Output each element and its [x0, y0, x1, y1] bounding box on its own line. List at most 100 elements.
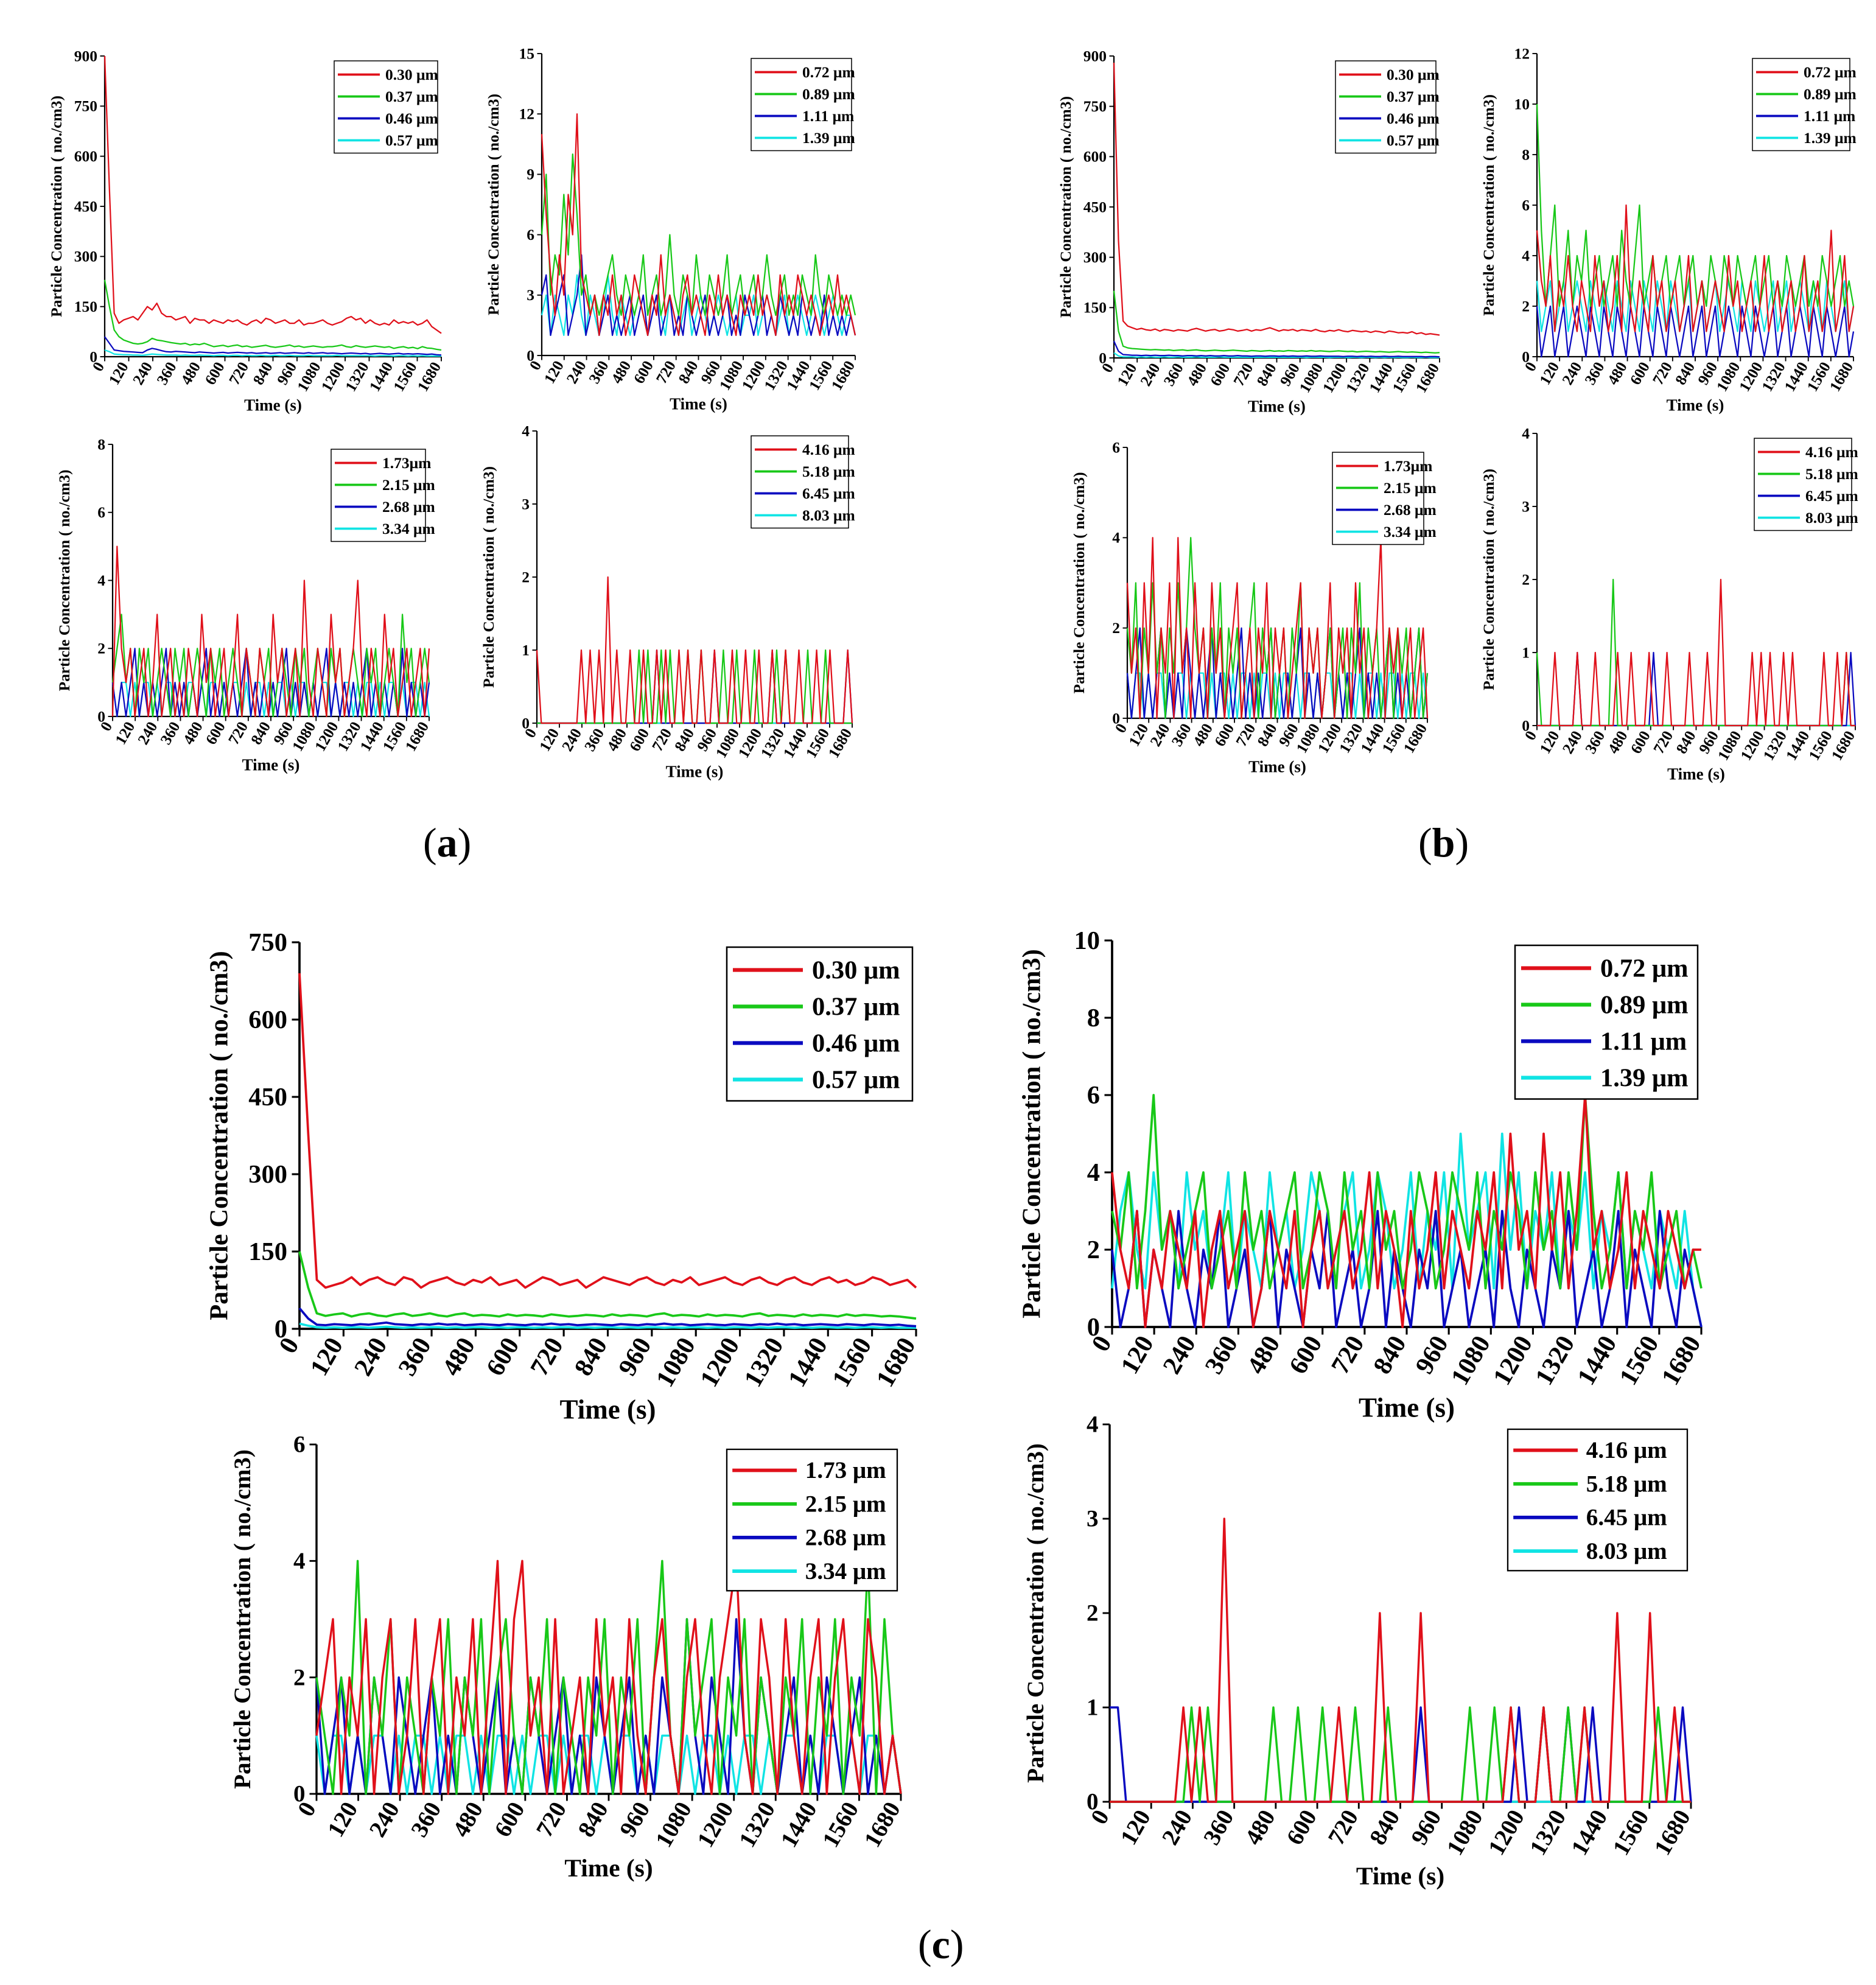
y-tick-label: 6	[527, 226, 534, 243]
legend-box	[751, 435, 849, 529]
series-line-6-45-m	[1110, 1706, 1692, 1803]
y-tick-label: 1	[1522, 643, 1530, 661]
legend-box	[1335, 60, 1437, 154]
legend-label: 0.57 μm	[812, 1065, 900, 1094]
x-tick-label: 480	[1242, 1331, 1286, 1379]
x-tick-label: 1440	[780, 726, 811, 761]
y-axis-title: Particle Concentration ( no./cm3)	[229, 1449, 256, 1789]
x-tick-label: 1560	[1805, 728, 1836, 764]
legend-label: 5.18 μm	[1805, 465, 1858, 483]
x-tick-label: 600	[1626, 359, 1653, 388]
x-tick-label: 600	[481, 1333, 525, 1381]
legend-label: 6.45 μm	[802, 485, 855, 502]
legend-label: 0.72 μm	[1804, 63, 1857, 81]
y-tick-label: 6	[97, 503, 105, 521]
y-tick-label: 0	[1087, 1313, 1100, 1342]
legend-box	[1754, 438, 1852, 531]
x-axis-title: Time (s)	[1667, 765, 1725, 783]
x-tick-label: 1440	[783, 1333, 833, 1392]
series-line-1-11-m	[1536, 305, 1855, 358]
x-tick-label: 1200	[1735, 359, 1766, 395]
y-tick-label: 3	[1522, 497, 1530, 515]
series-line-0-37-m	[103, 279, 442, 351]
y-tick-label: 2	[1112, 619, 1120, 637]
x-tick-label: 480	[1604, 359, 1631, 388]
x-tick-label: 960	[615, 1798, 656, 1841]
x-tick-label: 720	[1649, 359, 1676, 388]
y-tick-label: 300	[248, 1160, 287, 1189]
legend-label: 8.03 μm	[1586, 1538, 1667, 1564]
y-tick-label: 450	[248, 1083, 287, 1112]
series-line-6-45-m	[1537, 651, 1857, 727]
x-tick-label: 1560	[1803, 359, 1834, 395]
x-tick-label: 1200	[1488, 1331, 1538, 1390]
y-tick-label: 0	[1099, 349, 1107, 366]
series-line-0-37-m	[298, 1251, 917, 1320]
x-tick-label: 1320	[757, 726, 788, 761]
series-line-4-16-m	[1110, 1518, 1691, 1803]
y-tick-label: 2	[97, 640, 105, 657]
x-tick-label: 720	[225, 719, 251, 748]
legend-label: 1.39 μm	[1600, 1063, 1689, 1092]
legend-label: 1.11 μm	[1600, 1027, 1687, 1056]
legend-box	[726, 946, 914, 1102]
x-tick-label: 1680	[402, 719, 433, 755]
y-axis-title: Particle Concentration ( no./cm3)	[485, 94, 502, 315]
legend-label: 1.73μm	[382, 454, 431, 472]
legend-label: 0.37 μm	[385, 88, 438, 105]
legend-label: 1.11 μm	[802, 107, 854, 125]
legend-label: 4.16 μm	[1586, 1437, 1667, 1463]
y-tick-label: 10	[1074, 926, 1101, 955]
x-tick-label: 1080	[1441, 1805, 1488, 1860]
x-tick-label: 1440	[775, 1798, 822, 1852]
legend-label: 0.37 μm	[1387, 88, 1440, 105]
chart-b-4: 0123401202403604806007208409601080120013…	[1480, 424, 1858, 783]
x-tick-label: 1320	[1760, 728, 1791, 764]
x-tick-label: 1080	[293, 359, 324, 395]
y-tick-label: 2	[522, 568, 530, 586]
x-tick-label: 480	[1604, 728, 1631, 757]
x-tick-label: 840	[1253, 721, 1280, 750]
x-tick-label: 120	[1536, 359, 1563, 388]
x-tick-label: 720	[1650, 728, 1676, 757]
legend-box	[1752, 58, 1850, 152]
x-tick-label: 240	[558, 726, 585, 755]
legend-box	[751, 58, 852, 152]
panel-label-b: (b)	[1418, 819, 1469, 866]
y-axis-title: Particle Concentration ( no./cm3)	[47, 96, 65, 317]
x-tick-label: 1680	[1656, 1331, 1706, 1390]
legend-label: 2.68 μm	[805, 1525, 886, 1551]
x-tick-label: 600	[201, 359, 228, 388]
legend-label: 3.34 μm	[382, 520, 435, 537]
series-line-2-15-m	[1126, 537, 1429, 719]
x-axis-title: Time (s)	[1667, 396, 1724, 415]
series-line-5-18-m	[1536, 578, 1855, 727]
y-tick-label: 900	[74, 47, 97, 65]
x-tick-label: 1440	[356, 719, 387, 755]
x-tick-label: 1320	[1530, 1331, 1580, 1390]
legend-label: 3.34 μm	[805, 1558, 886, 1584]
x-tick-label: 1680	[870, 1333, 921, 1392]
series-line-0-57-m	[104, 349, 441, 357]
x-tick-label: 120	[536, 726, 562, 755]
x-tick-label: 1680	[1826, 359, 1857, 395]
x-axis-title: Time (s)	[1359, 1393, 1455, 1423]
x-tick-label: 1440	[1780, 359, 1811, 395]
x-tick-label: 360	[1199, 1805, 1239, 1849]
y-tick-label: 3	[527, 286, 534, 304]
x-tick-label: 1680	[414, 359, 445, 395]
y-tick-label: 0	[89, 348, 97, 365]
x-tick-label: 1320	[334, 719, 365, 755]
x-tick-label: 1200	[735, 726, 766, 761]
chart-b-3: 0246012024036048060072084096010801200132…	[1070, 438, 1437, 775]
x-tick-label: 120	[1125, 721, 1152, 750]
x-tick-label: 1680	[1649, 1805, 1695, 1860]
x-tick-label: 1320	[341, 359, 373, 395]
x-tick-label: 0	[1086, 1805, 1115, 1829]
x-tick-label: 0	[293, 1798, 321, 1821]
x-tick-label: 840	[569, 1333, 614, 1381]
chart-b-2: 0246810120120240360480600720840960108012…	[1480, 44, 1857, 414]
x-tick-label: 120	[105, 359, 131, 388]
x-tick-label: 1320	[1758, 359, 1789, 395]
x-tick-label: 1200	[1319, 360, 1350, 396]
